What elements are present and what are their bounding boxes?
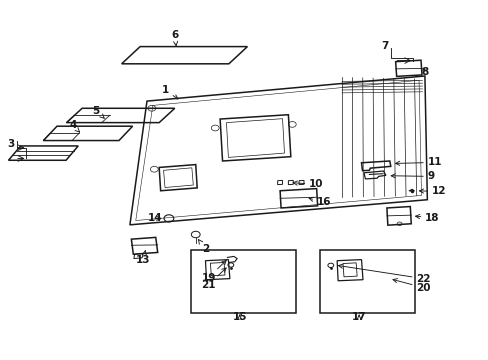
- Bar: [320, 250, 414, 313]
- Text: 13: 13: [136, 251, 150, 265]
- Text: 4: 4: [69, 121, 80, 132]
- Text: 11: 11: [395, 157, 441, 167]
- Text: 17: 17: [351, 312, 366, 322]
- Text: 7: 7: [381, 41, 388, 50]
- Text: 19: 19: [201, 260, 226, 283]
- Text: 2: 2: [198, 240, 209, 254]
- Text: 22: 22: [338, 264, 430, 284]
- Text: 5: 5: [92, 106, 104, 118]
- Text: 9: 9: [390, 171, 434, 181]
- Bar: [190, 250, 295, 313]
- Text: 3: 3: [8, 139, 15, 149]
- Text: 10: 10: [292, 179, 323, 189]
- Text: 1: 1: [162, 85, 178, 99]
- Text: 6: 6: [171, 30, 178, 46]
- Text: 8: 8: [421, 67, 427, 77]
- Text: 21: 21: [201, 268, 225, 290]
- Text: 16: 16: [308, 197, 330, 207]
- Text: 12: 12: [419, 186, 446, 197]
- Text: 20: 20: [392, 279, 430, 293]
- Text: 18: 18: [415, 213, 439, 222]
- Text: 14: 14: [148, 213, 162, 223]
- Text: 15: 15: [232, 312, 246, 322]
